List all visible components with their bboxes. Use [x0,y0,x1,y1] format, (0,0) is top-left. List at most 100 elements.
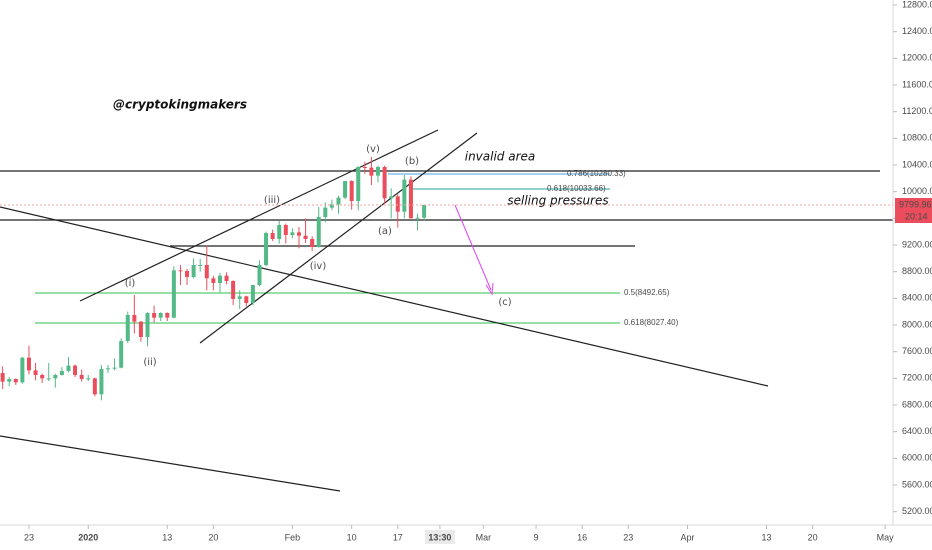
annotation: selling pressures [507,194,608,208]
annotation: @cryptokingmakers [113,98,247,112]
candle-body [376,167,381,176]
x-tick-label: 13:30 [428,532,451,542]
candle-body [277,225,282,239]
candle-body [119,341,124,368]
y-tick-label: 5600.00 [902,479,932,489]
candle-body [231,281,236,299]
candle-body [152,313,157,318]
candle-body [92,378,97,395]
candle-body [343,181,348,198]
candle-body [26,357,31,371]
y-tick-label: 9200.00 [902,239,932,249]
y-tick-label: 10400.00 [902,159,932,169]
candle-body [171,270,176,318]
candle-body [224,275,229,281]
y-tick-label: 11600.00 [902,79,932,89]
candle-body [349,181,354,201]
y-tick-label: 6000.00 [902,453,932,463]
y-tick-label: 11200.00 [902,106,932,116]
candle-body [237,296,242,299]
candle-body [204,265,209,279]
candle-body [66,365,71,371]
candle-body [132,315,137,322]
candle-body [79,375,84,379]
candle-body [329,204,334,208]
x-tick-label: Apr [681,532,695,542]
last-price-box [895,198,932,212]
y-tick-label: 7200.00 [902,373,932,383]
candle-body [310,239,315,247]
x-tick-label: Feb [285,532,301,542]
y-tick-label: 6800.00 [902,399,932,409]
x-tick-label: 2020 [78,532,98,542]
forecast-arrow [454,204,492,291]
annotation: (iii) [264,195,280,206]
x-tick-label: 13 [762,532,772,542]
annotation: (v) [366,144,380,155]
candle-body [244,296,249,303]
drawings [0,129,893,492]
channel-lower [199,132,478,344]
candle-body [395,196,400,212]
x-tick-label: 10 [347,532,357,542]
x-tick-label: 23 [24,532,34,542]
annotation: (iv) [310,261,327,272]
x-tick-label: 13 [162,532,172,542]
trend-line [0,206,769,387]
candle-body [283,225,288,235]
candle-body [185,271,190,277]
arrow-head [485,282,494,296]
candle-body [336,197,341,205]
y-tick-label: 10800.00 [902,133,932,143]
candle-body [402,179,407,212]
y-tick-label: 12800.00 [902,0,932,9]
y-tick-label: 10000.00 [902,186,932,196]
candle-body [99,369,104,395]
candle-body [53,375,58,379]
candle-body [250,285,255,303]
annotation: (b) [405,156,419,167]
y-tick-label: 6400.00 [902,426,932,436]
candle-body [323,207,328,217]
candle-body [316,217,321,247]
annotation: (i) [125,278,136,289]
candle-body [7,379,12,382]
candle-body [125,315,130,341]
candle-body [356,167,361,201]
candle-body [389,196,394,199]
y-tick-label: 8000.00 [902,319,932,329]
candle-body [20,357,25,383]
y-tick-label: 8800.00 [902,266,932,276]
channel-upper [79,129,439,302]
countdown-label: 20:14 [905,211,928,221]
candle-body [422,205,427,218]
y-tick-label: 12000.00 [902,53,932,63]
annotation: 0.618(10033.66) [547,184,606,193]
candle-body [145,313,150,337]
candle-body [303,235,308,239]
y-tick-label: 5200.00 [902,506,932,516]
candle-body [59,371,64,375]
x-tick-label: 23 [623,532,633,542]
y-tick-label: 7600.00 [902,346,932,356]
candle-body [86,378,91,380]
candle-body [408,179,413,219]
last-price-label: 9799.96 [899,199,932,209]
candle-body [165,313,170,318]
countdown-box [895,211,932,224]
x-tick-label: May [877,532,895,542]
candle-body [415,217,420,219]
candle-body [290,232,295,235]
candle-body [217,275,222,283]
time-label-box [424,530,455,544]
candle-body [296,232,301,236]
candles [0,157,427,401]
lower-trend-line [0,435,341,492]
candle-body [270,233,275,239]
candle-body [191,265,196,277]
candle-body [158,313,163,318]
annotation: (c) [498,297,511,308]
